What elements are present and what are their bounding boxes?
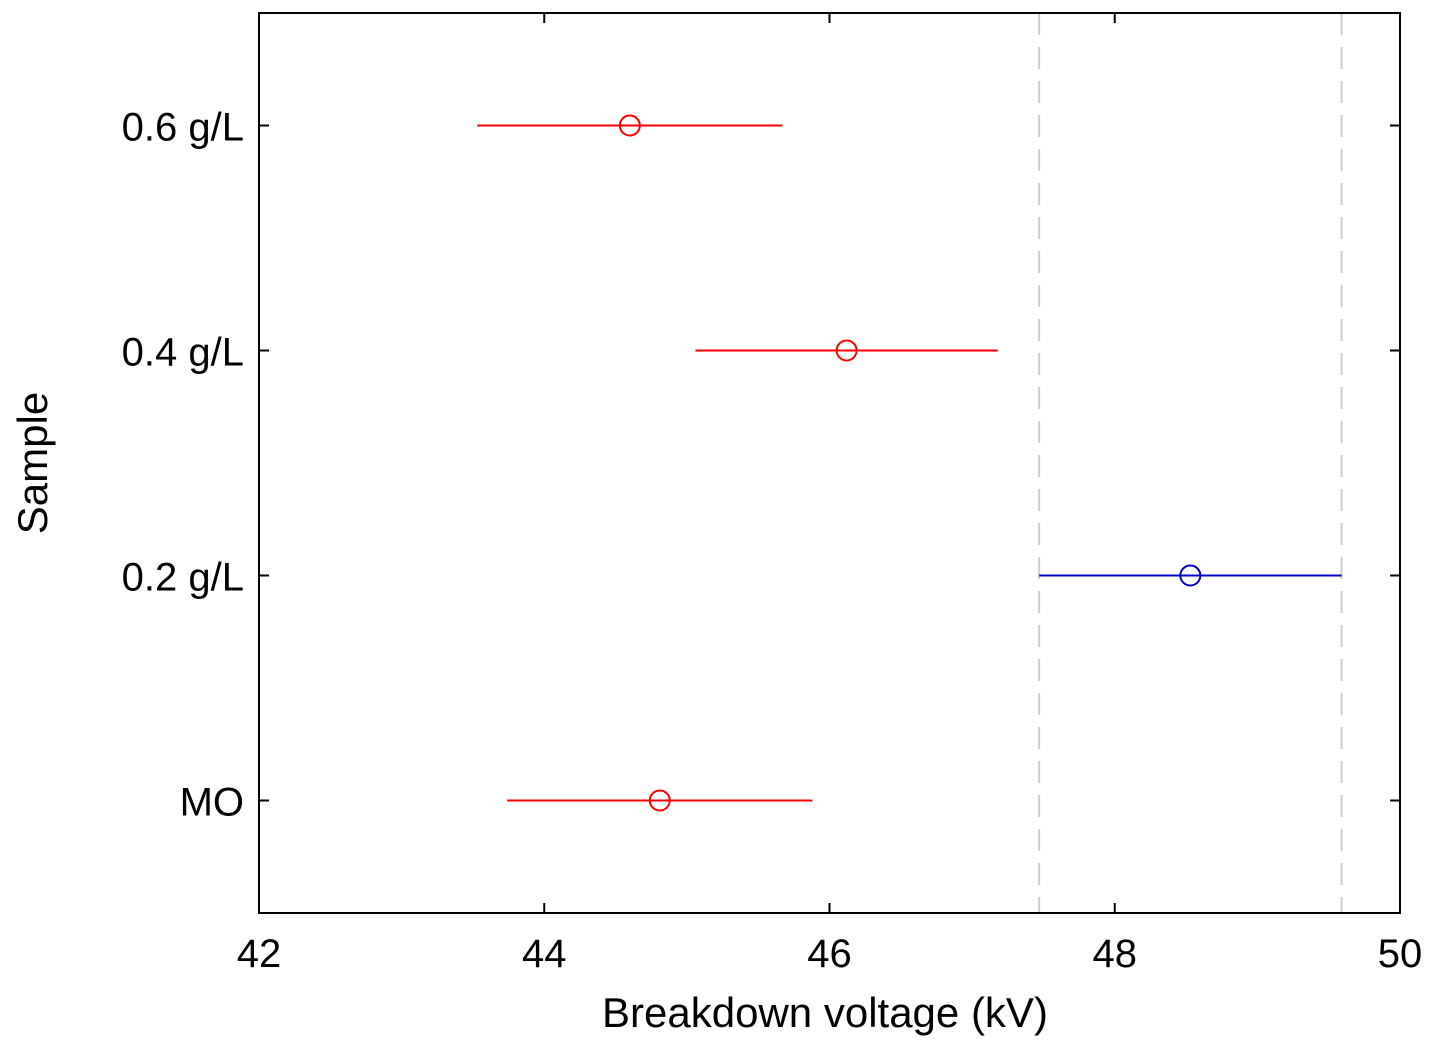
y-tick-label-0-6-g-l: 0.6 g/L	[122, 106, 244, 150]
x-tick-label-46: 46	[807, 932, 852, 976]
x-tick-label-42: 42	[237, 932, 282, 976]
mean-marker-mo	[648, 789, 671, 812]
y-tick-label-mo: MO	[180, 781, 244, 825]
y-tick-label-0-2-g-l: 0.2 g/L	[122, 556, 244, 600]
y-tick-labels: MO 0.2 g/L 0.4 g/L 0.6 g/L	[122, 106, 244, 825]
reference-lines	[1038, 13, 1343, 913]
mean-marker-0-6-g-l	[618, 114, 641, 137]
x-tick-label-44: 44	[522, 932, 567, 976]
plot-area	[259, 13, 1400, 913]
x-tick-label-50: 50	[1378, 932, 1423, 976]
mean-marker-0-2-g-l	[1179, 564, 1202, 587]
x-tick-label-48: 48	[1093, 932, 1138, 976]
mean-marker-0-4-g-l	[835, 339, 858, 362]
y-axis-title: Sample	[9, 392, 56, 534]
plot-frame	[258, 12, 1401, 914]
x-tick-labels: 42 44 46 48 50	[237, 932, 1423, 976]
data-series	[477, 114, 1342, 812]
x-axis-title: Breakdown voltage (kV)	[602, 989, 1048, 1036]
y-tick-label-0-4-g-l: 0.4 g/L	[122, 331, 244, 375]
